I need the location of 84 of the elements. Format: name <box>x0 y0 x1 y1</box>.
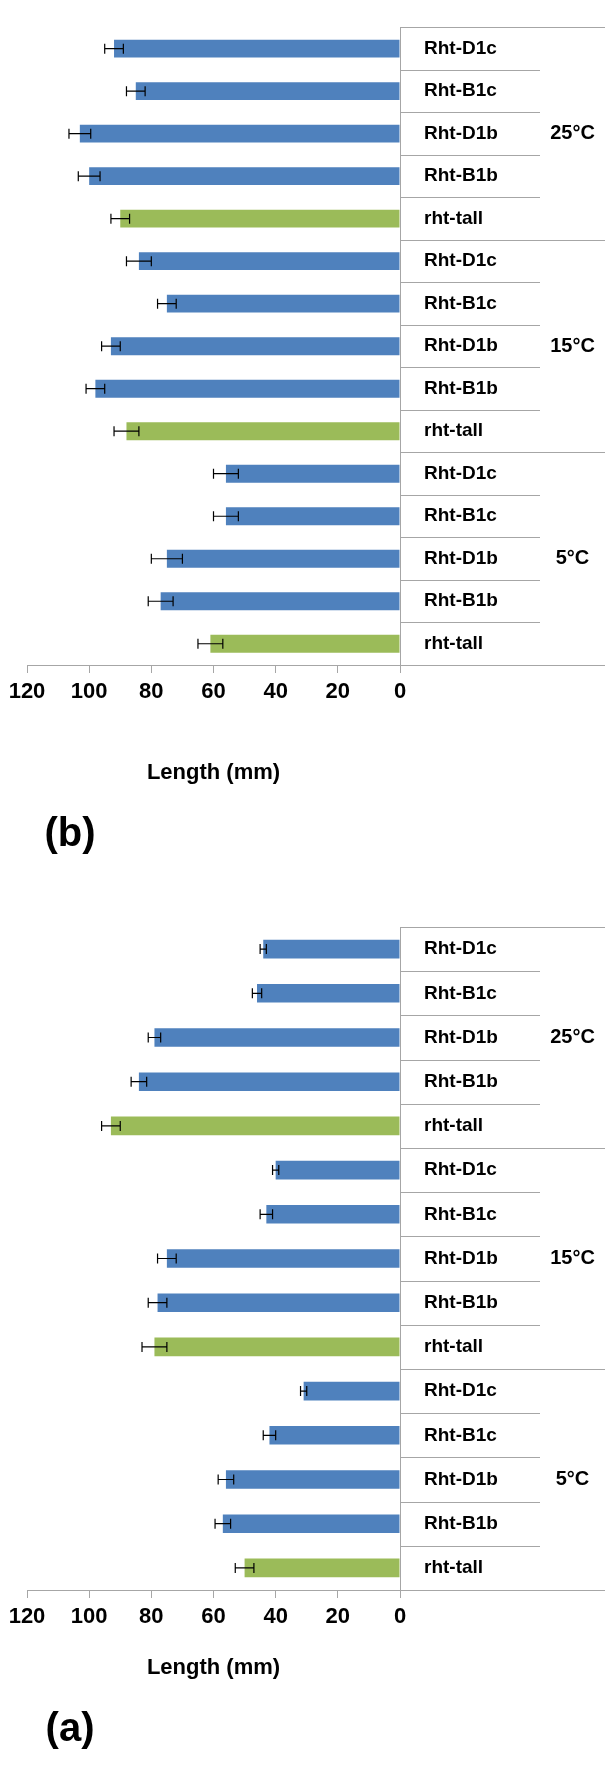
bar <box>120 209 400 228</box>
bar <box>257 984 400 1003</box>
bar <box>269 1426 400 1445</box>
bar <box>135 82 400 101</box>
y-tick-label: Rht-D1b <box>424 334 498 356</box>
x-tick-label: 60 <box>201 1603 226 1629</box>
bar <box>166 1249 400 1268</box>
bar <box>166 549 400 568</box>
bar <box>154 1028 400 1047</box>
bar <box>303 1381 400 1401</box>
y-tick-label: rht-tall <box>424 206 484 228</box>
text: 15°C <box>550 333 595 356</box>
y-tick-label: Rht-D1c <box>424 1158 498 1180</box>
y-tick-label: Rht-B1b <box>424 1290 498 1312</box>
x-tick-label: 80 <box>139 678 164 704</box>
bar <box>225 507 400 526</box>
x-tick-label: 60 <box>201 678 226 704</box>
x-tick-label: 100 <box>70 1603 108 1629</box>
x-tick-label: 120 <box>8 678 46 704</box>
y-tick-label: rht-tall <box>424 1114 484 1136</box>
y-tick-label: Rht-B1c <box>424 79 498 101</box>
x-tick-label: 0 <box>393 1603 407 1629</box>
y-tick-label: Rht-D1b <box>424 1025 498 1047</box>
bar <box>138 1072 400 1091</box>
bar <box>266 1205 400 1224</box>
y-tick-label: Rht-D1c <box>424 249 498 271</box>
bar <box>225 1470 400 1489</box>
y-tick-label: Rht-D1c <box>424 937 498 959</box>
bar <box>114 39 400 58</box>
y-tick-label: Rht-B1c <box>424 1423 498 1445</box>
bar <box>110 1116 400 1136</box>
bar <box>275 1160 400 1180</box>
x-tick-label: 40 <box>263 678 288 704</box>
bar <box>110 337 400 356</box>
x-tick-label: 40 <box>263 1603 288 1629</box>
y-tick-label: Rht-D1c <box>424 36 498 58</box>
y-tick-label: rht-tall <box>424 631 484 653</box>
bar <box>89 167 400 186</box>
text: 25°C <box>550 121 595 144</box>
y-tick-label: Rht-B1b <box>424 589 498 611</box>
text: 25°C <box>550 1025 595 1048</box>
y-tick-label: rht-tall <box>424 1556 484 1578</box>
y-tick-label: rht-tall <box>424 1335 484 1357</box>
bar <box>222 1514 400 1533</box>
bar <box>160 592 400 611</box>
bar <box>166 294 400 313</box>
y-tick-label: Rht-B1b <box>424 1069 498 1091</box>
bar <box>95 379 400 398</box>
text: 5°C <box>555 1467 590 1490</box>
text: 15°C <box>550 1246 595 1269</box>
x-tick-label: 0 <box>393 678 407 704</box>
bar <box>79 124 400 143</box>
y-tick-label: Rht-B1b <box>424 1511 498 1533</box>
text: (a) <box>45 1705 95 1750</box>
x-tick-label: 20 <box>325 1603 351 1629</box>
y-tick-label: Rht-D1c <box>424 461 498 483</box>
y-tick-label: rht-tall <box>424 419 484 441</box>
x-axis-title: Length (mm) <box>146 758 281 784</box>
x-tick-label: 20 <box>325 678 351 704</box>
y-tick-label: Rht-D1b <box>424 546 498 568</box>
y-tick-label: Rht-B1c <box>424 291 498 313</box>
y-tick-label: Rht-B1c <box>424 504 498 526</box>
bar <box>138 252 400 271</box>
y-tick-label: Rht-B1c <box>424 1202 498 1224</box>
y-tick-label: Rht-B1c <box>424 981 498 1003</box>
bar <box>157 1293 400 1312</box>
x-tick-label: 80 <box>139 1603 164 1629</box>
text: (b) <box>44 810 96 855</box>
y-tick-label: Rht-D1b <box>424 1246 498 1268</box>
bar <box>225 464 400 483</box>
x-tick-label: 120 <box>8 1603 46 1629</box>
y-tick-label: Rht-B1b <box>424 376 498 398</box>
y-tick-label: Rht-D1b <box>424 121 498 143</box>
x-axis-title: Length (mm) <box>146 1653 281 1679</box>
bar <box>263 939 400 959</box>
bar <box>154 1337 400 1357</box>
y-tick-label: Rht-B1b <box>424 164 498 186</box>
x-tick-label: 100 <box>70 678 108 704</box>
bar <box>210 634 400 653</box>
y-tick-label: Rht-D1c <box>424 1379 498 1401</box>
bar <box>126 422 400 441</box>
text: 5°C <box>555 546 590 569</box>
bar <box>244 1558 400 1578</box>
y-tick-label: Rht-D1b <box>424 1467 498 1489</box>
